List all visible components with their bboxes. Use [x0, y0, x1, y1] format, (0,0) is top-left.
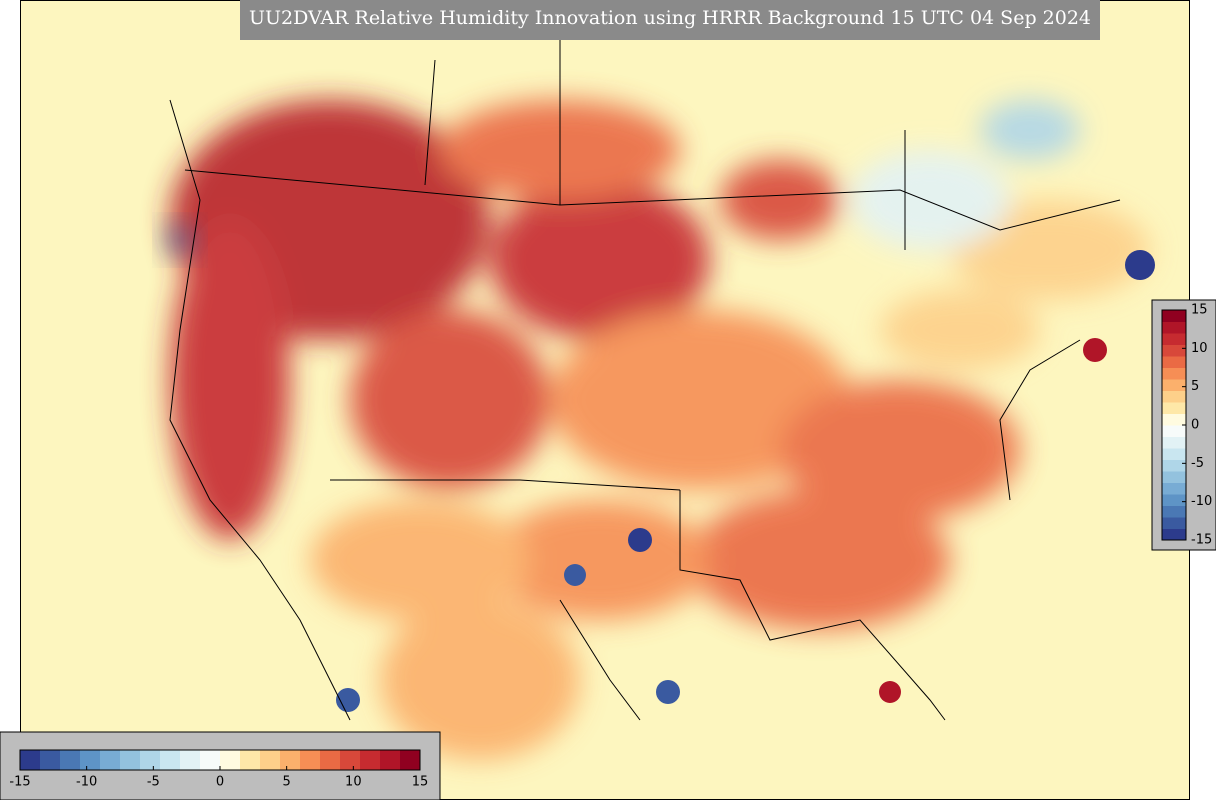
tick-label: 5	[1191, 379, 1199, 394]
color-step	[400, 750, 421, 770]
color-step	[1162, 367, 1186, 380]
color-step	[280, 750, 301, 770]
color-step	[300, 750, 321, 770]
color-step	[320, 750, 341, 770]
tick-label: 0	[216, 775, 224, 790]
color-step	[1162, 379, 1186, 391]
tick-label: -15	[1191, 533, 1212, 548]
tick-label: 15	[1191, 303, 1208, 318]
color-step	[1162, 436, 1186, 449]
color-step	[180, 750, 201, 770]
tick-label: 10	[345, 775, 362, 790]
color-step	[380, 750, 401, 770]
color-step	[240, 750, 261, 770]
tick-label: 10	[1191, 341, 1208, 356]
tick-label: -5	[1191, 456, 1204, 471]
color-step	[1162, 425, 1186, 437]
color-step	[1162, 505, 1186, 518]
color-step	[1162, 528, 1186, 541]
color-step	[1162, 459, 1186, 472]
tick-label: 15	[412, 775, 429, 790]
color-step	[1162, 517, 1186, 529]
color-step	[100, 750, 121, 770]
title-box	[240, 0, 1100, 40]
tick-label: -5	[147, 775, 160, 790]
color-step	[20, 750, 41, 770]
color-step	[1162, 413, 1186, 426]
color-step	[1162, 482, 1186, 495]
map-field	[20, 0, 1190, 800]
tick-label: 5	[283, 775, 291, 790]
colorbars: -15 -15 -10 -10 -5 -5 0 0 5 5 10 10 15 15	[9, 303, 1212, 790]
color-step	[1162, 494, 1186, 506]
color-step	[1162, 333, 1186, 345]
color-step	[40, 750, 61, 770]
tick-label: -15	[9, 775, 30, 790]
color-step	[60, 750, 81, 770]
color-step	[340, 750, 361, 770]
color-step	[120, 750, 141, 770]
color-step	[200, 750, 221, 770]
color-step	[1162, 344, 1186, 357]
tick-label: -10	[1191, 494, 1212, 509]
color-step	[160, 750, 181, 770]
color-step	[1162, 390, 1186, 403]
color-step	[1162, 471, 1186, 483]
color-step	[260, 750, 281, 770]
tick-label: -10	[76, 775, 97, 790]
color-step	[1162, 310, 1186, 322]
color-step	[360, 750, 381, 770]
color-step	[140, 750, 161, 770]
color-step	[220, 750, 241, 770]
map-title: UU2DVAR Relative Humidity Innovation usi…	[249, 7, 1091, 29]
color-step	[80, 750, 101, 770]
tick-label: 0	[1191, 418, 1199, 433]
color-step	[1162, 356, 1186, 368]
color-step	[1162, 321, 1186, 334]
color-step	[1162, 402, 1186, 414]
color-step	[1162, 448, 1186, 460]
